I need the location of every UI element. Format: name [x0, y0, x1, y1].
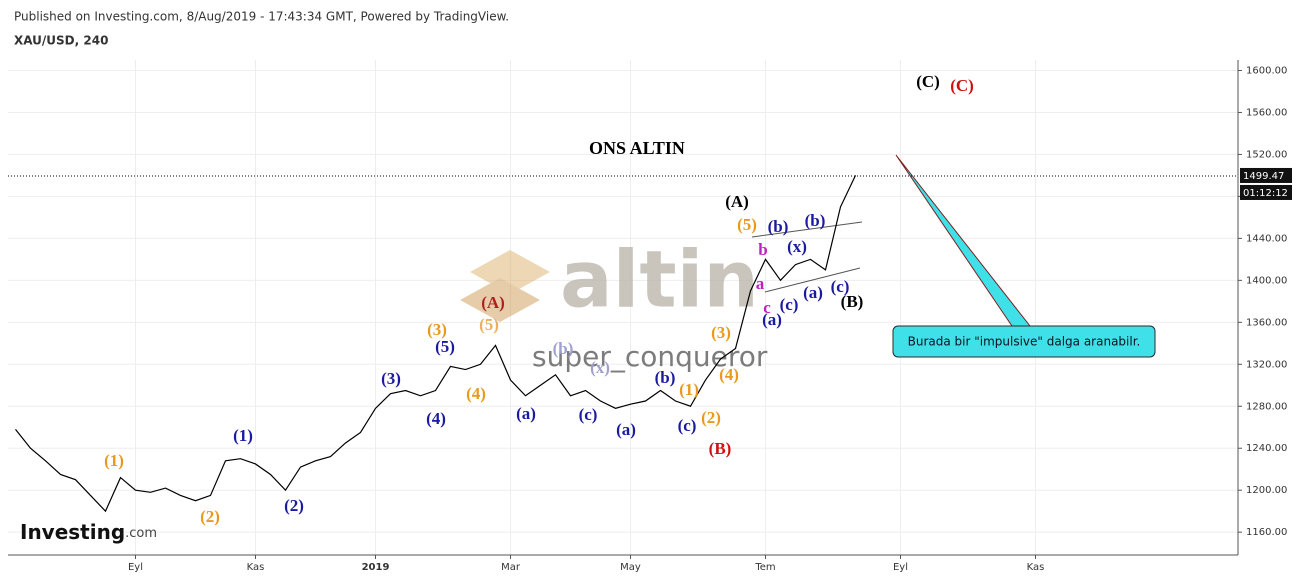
- wave-label: (c): [780, 295, 799, 314]
- wave-label: (3): [381, 369, 401, 388]
- last-price-label: 1499.47: [1243, 171, 1284, 182]
- wave-label: (4): [466, 384, 486, 403]
- wave-label: (4): [719, 365, 739, 384]
- wave-label: (2): [200, 507, 220, 526]
- y-tick-label: 1360.00: [1246, 317, 1287, 328]
- wave-label: c: [763, 298, 771, 317]
- wave-label: b: [758, 240, 767, 259]
- wave-label: (1): [233, 426, 253, 445]
- wave-label: (c): [678, 416, 697, 435]
- wave-label: (5): [737, 215, 757, 234]
- y-tick-label: 1440.00: [1246, 233, 1287, 244]
- wave-label: (b): [805, 211, 826, 230]
- y-tick-label: 1160.00: [1246, 527, 1287, 538]
- trendline: [764, 267, 861, 293]
- countdown-label: 01:12:12: [1243, 188, 1288, 199]
- y-tick-label: 1280.00: [1246, 401, 1287, 412]
- wave-label: (A): [725, 192, 749, 211]
- wave-label: (x): [590, 358, 610, 377]
- wave-label: (a): [516, 404, 536, 423]
- wave-label: (b): [768, 217, 789, 236]
- trendline: [751, 221, 863, 238]
- callout-pointer: [895, 154, 1032, 327]
- wave-label: (5): [479, 315, 499, 334]
- wave-label: (C): [950, 76, 974, 95]
- wave-label: (3): [427, 320, 447, 339]
- chart-title: ONS ALTIN: [589, 138, 685, 158]
- x-tick-label: 2019: [362, 562, 390, 573]
- x-tick-label: Kas: [247, 562, 265, 573]
- y-tick-label: 1520.00: [1246, 149, 1287, 160]
- callout-box: [892, 325, 1156, 358]
- last-price-box: [1240, 167, 1292, 183]
- y-tick-label: 1320.00: [1246, 359, 1287, 370]
- y-tick-label: 1200.00: [1246, 485, 1287, 496]
- wave-label: (c): [579, 405, 598, 424]
- x-tick-label: Eyl: [128, 562, 143, 573]
- x-tick-label: Kas: [1027, 562, 1045, 573]
- wave-label: a: [756, 274, 765, 293]
- wave-label: (1): [104, 451, 124, 470]
- y-tick-label: 1400.00: [1246, 275, 1287, 286]
- wave-label: (5): [435, 337, 455, 356]
- wave-label: (b): [655, 368, 676, 387]
- wave-label: (a): [616, 420, 636, 439]
- wave-label: (C): [916, 72, 940, 91]
- header: Published on Investing.com, 8/Aug/2019 -…: [14, 10, 509, 24]
- author: super_conqueror: [532, 340, 768, 373]
- x-tick-label: May: [620, 562, 641, 573]
- price-line: [15, 175, 857, 513]
- y-tick-label: 1560.00: [1246, 107, 1287, 118]
- y-tick-label: 1600.00: [1246, 65, 1287, 76]
- wave-label: (B): [709, 439, 732, 458]
- watermark-logo: [460, 250, 550, 322]
- symbol: XAU/USD, 240: [14, 34, 108, 48]
- wave-label: (a): [803, 283, 823, 302]
- wave-label: (4): [426, 409, 446, 428]
- logo: Investing.com: [20, 520, 157, 544]
- wave-label: (2): [701, 408, 721, 427]
- x-tick-label: Eyl: [893, 562, 908, 573]
- wave-label: (2): [284, 496, 304, 515]
- logo-suffix: .com: [125, 526, 157, 541]
- x-tick-label: Mar: [501, 562, 521, 573]
- wave-label: (x): [787, 237, 807, 256]
- y-tick-label: 1240.00: [1246, 443, 1287, 454]
- wave-label: (B): [841, 292, 864, 311]
- wave-label: (a): [762, 310, 782, 329]
- wave-label: (b): [553, 339, 574, 358]
- watermark: altin: [560, 235, 759, 325]
- wave-label: (c): [831, 277, 850, 296]
- wave-label: (A): [481, 293, 505, 312]
- countdown-box: [1240, 184, 1292, 200]
- wave-label: (1): [679, 380, 699, 399]
- wave-label: (3): [711, 323, 731, 342]
- logo-name: Investing: [20, 520, 125, 544]
- x-tick-label: Tem: [754, 562, 775, 573]
- callout-text: Burada bir "impulsive" dalga aranabilr.: [908, 335, 1141, 349]
